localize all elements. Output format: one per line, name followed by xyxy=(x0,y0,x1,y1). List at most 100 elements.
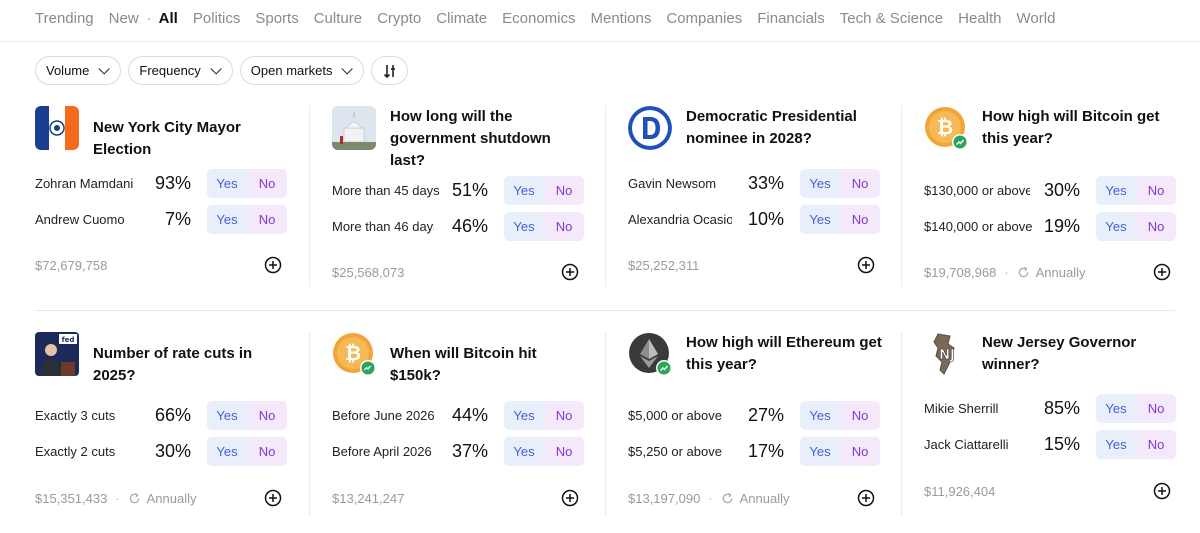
market-title[interactable]: How long will the government shutdown la… xyxy=(390,108,551,169)
no-button[interactable]: No xyxy=(840,437,880,466)
yes-button[interactable]: Yes xyxy=(1096,430,1136,459)
nav-item-politics[interactable]: Politics xyxy=(192,10,241,27)
add-circle-icon[interactable] xyxy=(264,489,282,507)
add-circle-icon[interactable] xyxy=(1153,482,1171,500)
volume-text: $25,568,073 xyxy=(332,265,405,280)
yes-button[interactable]: Yes xyxy=(504,176,544,205)
democrat-logo-icon xyxy=(628,106,672,150)
nav-item-health[interactable]: Health xyxy=(958,10,1002,27)
yes-no-group: Yes No xyxy=(207,437,287,466)
yes-button[interactable]: Yes xyxy=(207,169,247,198)
market-title[interactable]: How high will Bitcoin get this year? xyxy=(982,108,1160,147)
yes-no-group: Yes No xyxy=(800,437,880,466)
nav-item-crypto[interactable]: Crypto xyxy=(377,10,422,27)
nav-item-economics[interactable]: Economics xyxy=(502,10,576,27)
frequency-info: Annually xyxy=(721,491,790,506)
outcome-row: $5,000 or above 27% Yes No xyxy=(628,401,880,431)
outcome-percent: 33% xyxy=(747,173,784,193)
no-button[interactable]: No xyxy=(840,401,880,430)
outcome-label: Mikie Sherrill xyxy=(924,401,999,416)
add-circle-icon[interactable] xyxy=(264,256,282,274)
yes-button[interactable]: Yes xyxy=(207,205,247,234)
no-button[interactable]: No xyxy=(1136,176,1176,205)
volume-dropdown[interactable]: Volume xyxy=(35,56,122,85)
nav-item-tech-science[interactable]: Tech & Science xyxy=(839,10,944,27)
outcome-row: Gavin Newsom 33% Yes No xyxy=(628,169,880,199)
no-button[interactable]: No xyxy=(1136,212,1176,241)
outcome-row: Jack Ciattarelli 15% Yes No xyxy=(924,430,1176,460)
nav-item-world[interactable]: World xyxy=(1016,10,1056,27)
no-button[interactable]: No xyxy=(544,437,584,466)
market-title[interactable]: Number of rate cuts in 2025? xyxy=(93,345,253,384)
no-button[interactable]: No xyxy=(1136,394,1176,423)
add-circle-icon[interactable] xyxy=(857,489,875,507)
no-button[interactable]: No xyxy=(840,169,880,198)
no-button[interactable]: No xyxy=(544,401,584,430)
new-jersey-icon: NJ xyxy=(924,332,968,376)
add-circle-icon[interactable] xyxy=(857,256,875,274)
nav-item-culture[interactable]: Culture xyxy=(313,10,363,27)
volume-dropdown-label: Volume xyxy=(46,63,90,78)
yes-button[interactable]: Yes xyxy=(1096,394,1136,423)
no-button[interactable]: No xyxy=(840,205,880,234)
outcome-row: $140,000 or above 19% Yes No xyxy=(924,212,1176,242)
yes-button[interactable]: Yes xyxy=(207,437,247,466)
outcome-row: More than 45 days 51% Yes No xyxy=(332,176,584,206)
no-button[interactable]: No xyxy=(247,437,287,466)
outcome-row: Exactly 3 cuts 66% Yes No xyxy=(35,401,287,431)
no-button[interactable]: No xyxy=(544,176,584,205)
frequency-dropdown[interactable]: Frequency xyxy=(128,56,233,85)
nav-item-all[interactable]: All xyxy=(158,10,178,27)
no-button[interactable]: No xyxy=(544,212,584,241)
yes-button[interactable]: Yes xyxy=(1096,176,1136,205)
yes-button[interactable]: Yes xyxy=(800,437,840,466)
yes-button[interactable]: Yes xyxy=(504,437,544,466)
add-circle-icon[interactable] xyxy=(561,263,579,281)
yes-no-group: Yes No xyxy=(1096,394,1176,423)
outcome-row: Alexandria Ocasio-Cortez 10% Yes No xyxy=(628,205,880,235)
add-circle-icon[interactable] xyxy=(561,489,579,507)
frequency-info: Annually xyxy=(128,491,197,506)
yes-button[interactable]: Yes xyxy=(800,401,840,430)
no-button[interactable]: No xyxy=(247,205,287,234)
yes-no-group: Yes No xyxy=(1096,212,1176,241)
card-footer: $15,351,433 · Annually xyxy=(35,489,287,511)
outcome-percent: 15% xyxy=(1043,434,1080,454)
nav-item-companies[interactable]: Companies xyxy=(666,10,743,27)
yes-button[interactable]: Yes xyxy=(207,401,247,430)
market-title[interactable]: How high will Ethereum get this year? xyxy=(686,334,882,373)
outcome-row: Mikie Sherrill 85% Yes No xyxy=(924,394,1176,424)
no-button[interactable]: No xyxy=(247,401,287,430)
market-title[interactable]: New Jersey Governor winner? xyxy=(982,334,1137,373)
card-footer: $13,197,090 · Annually xyxy=(628,489,880,511)
no-button[interactable]: No xyxy=(1136,430,1176,459)
market-title[interactable]: New York City Mayor Election xyxy=(93,119,241,158)
open-markets-dropdown[interactable]: Open markets xyxy=(239,56,365,85)
yes-button[interactable]: Yes xyxy=(800,205,840,234)
yes-button[interactable]: Yes xyxy=(800,169,840,198)
add-circle-icon[interactable] xyxy=(1153,263,1171,281)
nav-item-trending[interactable]: Trending xyxy=(35,10,94,27)
outcome-row: Zohran Mamdani 93% Yes No xyxy=(35,169,287,199)
nav-item-sports[interactable]: Sports xyxy=(255,10,299,27)
card-footer: $25,252,311 xyxy=(628,256,880,278)
frequency-dropdown-label: Frequency xyxy=(139,63,201,78)
nav-item-climate[interactable]: Climate xyxy=(436,10,488,27)
nav-item-mentions[interactable]: Mentions xyxy=(590,10,652,27)
card-footer: $11,926,404 xyxy=(924,482,1176,504)
nav-item-financials[interactable]: Financials xyxy=(757,10,825,27)
market-title[interactable]: When will Bitcoin hit $150k? xyxy=(390,345,537,384)
yes-button[interactable]: Yes xyxy=(504,401,544,430)
nav-item-new[interactable]: New xyxy=(108,10,139,27)
footer-separator: · xyxy=(115,491,120,506)
no-button[interactable]: No xyxy=(247,169,287,198)
yes-button[interactable]: Yes xyxy=(1096,212,1136,241)
yes-button[interactable]: Yes xyxy=(504,212,544,241)
card-footer: $72,679,758 xyxy=(35,256,287,278)
outcome-label: Zohran Mamdani xyxy=(35,176,134,191)
outcome-percent: 66% xyxy=(154,405,191,425)
outcome-label: $130,000 or above xyxy=(924,183,1030,198)
recurring-icon xyxy=(722,492,732,504)
sort-button[interactable] xyxy=(371,56,409,85)
market-title[interactable]: Democratic Presidential nominee in 2028? xyxy=(686,108,857,147)
